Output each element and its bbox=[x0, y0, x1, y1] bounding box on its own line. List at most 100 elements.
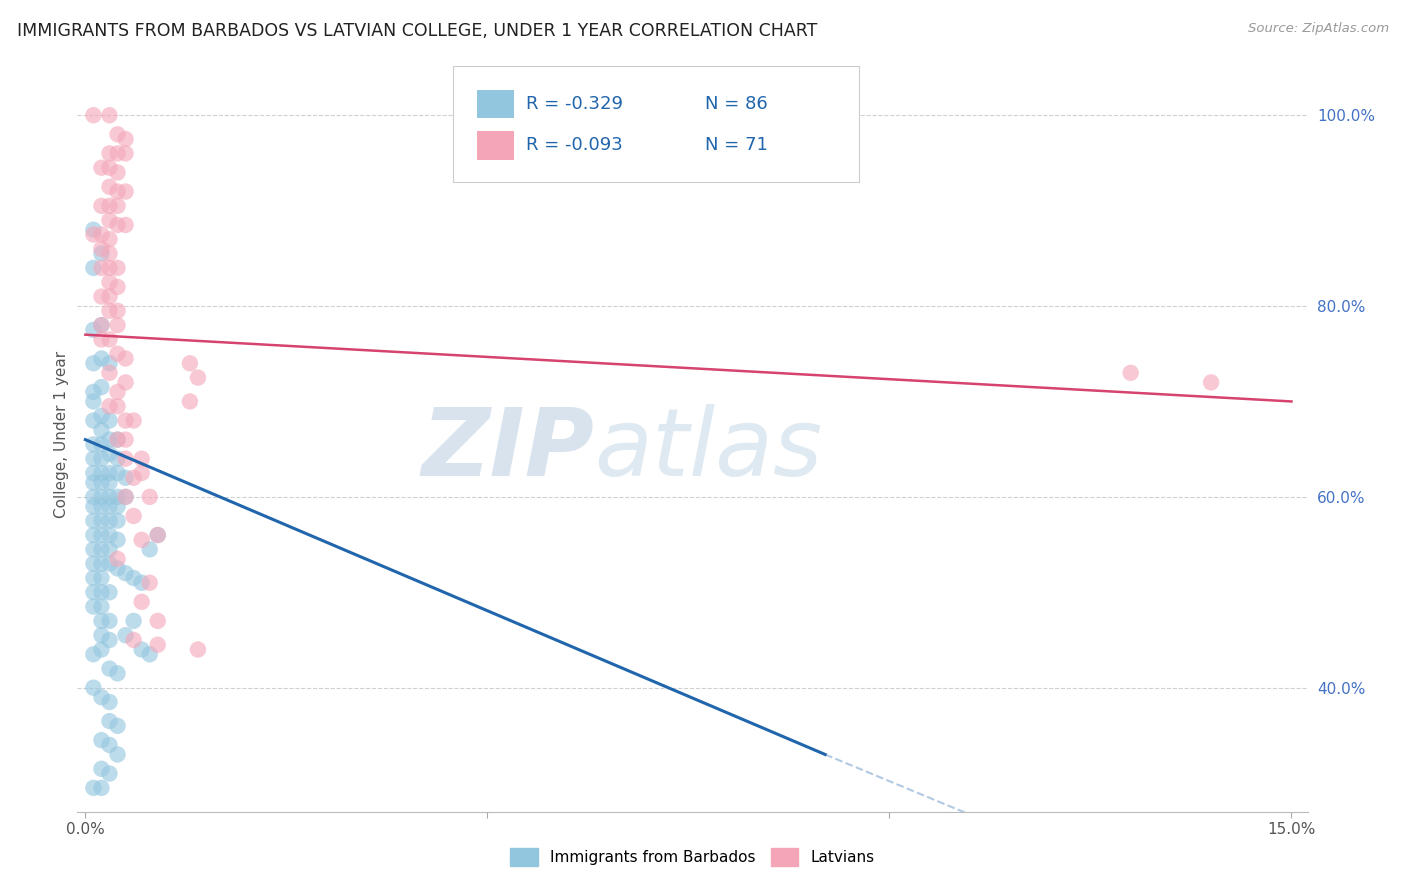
Point bbox=[90, 514, 112, 528]
Point bbox=[90, 260, 112, 275]
Text: IMMIGRANTS FROM BARBADOS VS LATVIAN COLLEGE, UNDER 1 YEAR CORRELATION CHART: IMMIGRANTS FROM BARBADOS VS LATVIAN COLL… bbox=[17, 22, 817, 40]
Point bbox=[107, 747, 129, 762]
Text: R = -0.329: R = -0.329 bbox=[526, 95, 623, 113]
Point bbox=[114, 351, 136, 366]
Point bbox=[122, 632, 145, 647]
Point bbox=[98, 146, 121, 161]
Point bbox=[82, 356, 104, 370]
Point bbox=[98, 232, 121, 246]
Point bbox=[90, 161, 112, 175]
FancyBboxPatch shape bbox=[453, 65, 859, 182]
Point bbox=[131, 451, 153, 466]
Point bbox=[90, 642, 112, 657]
Point bbox=[90, 423, 112, 437]
Point bbox=[131, 642, 153, 657]
Point bbox=[107, 399, 129, 413]
Point bbox=[138, 648, 160, 662]
Text: N = 71: N = 71 bbox=[704, 136, 768, 154]
Point bbox=[98, 179, 121, 194]
Point bbox=[82, 780, 104, 795]
Point bbox=[131, 595, 153, 609]
Point bbox=[82, 323, 104, 337]
Point bbox=[90, 351, 112, 366]
Point bbox=[90, 380, 112, 394]
Point bbox=[82, 394, 104, 409]
Point bbox=[98, 557, 121, 571]
Point bbox=[146, 638, 169, 652]
Point bbox=[98, 413, 121, 427]
Point bbox=[98, 500, 121, 514]
Point bbox=[107, 347, 129, 361]
Point bbox=[98, 514, 121, 528]
Point bbox=[82, 648, 104, 662]
Point bbox=[82, 542, 104, 557]
Point bbox=[98, 303, 121, 318]
Point bbox=[146, 528, 169, 542]
Point bbox=[107, 561, 129, 575]
Point bbox=[114, 146, 136, 161]
Point bbox=[98, 366, 121, 380]
Point bbox=[90, 571, 112, 585]
Point bbox=[82, 500, 104, 514]
Point bbox=[82, 260, 104, 275]
Point bbox=[90, 599, 112, 614]
Point bbox=[114, 433, 136, 447]
Point bbox=[138, 575, 160, 590]
Point bbox=[90, 585, 112, 599]
Point bbox=[82, 490, 104, 504]
Point bbox=[107, 433, 129, 447]
Point bbox=[107, 451, 129, 466]
Point bbox=[131, 575, 153, 590]
Point bbox=[90, 733, 112, 747]
Point bbox=[90, 451, 112, 466]
Point bbox=[114, 218, 136, 232]
Point bbox=[146, 614, 169, 628]
Point bbox=[187, 642, 209, 657]
Point bbox=[82, 599, 104, 614]
Point bbox=[98, 662, 121, 676]
Point bbox=[98, 447, 121, 461]
Point bbox=[114, 628, 136, 642]
Point bbox=[98, 475, 121, 490]
Point bbox=[122, 471, 145, 485]
FancyBboxPatch shape bbox=[477, 131, 515, 160]
Point bbox=[107, 303, 129, 318]
Point bbox=[90, 475, 112, 490]
Point bbox=[107, 280, 129, 294]
Point bbox=[82, 108, 104, 122]
Point bbox=[98, 585, 121, 599]
Point bbox=[90, 690, 112, 705]
Point bbox=[98, 766, 121, 780]
Point bbox=[82, 528, 104, 542]
Point bbox=[98, 289, 121, 303]
Point bbox=[107, 146, 129, 161]
Point bbox=[90, 333, 112, 347]
Point bbox=[98, 108, 121, 122]
Point bbox=[98, 161, 121, 175]
Point bbox=[114, 132, 136, 146]
Point bbox=[98, 632, 121, 647]
Point bbox=[114, 376, 136, 390]
Point bbox=[107, 384, 129, 399]
Text: ZIP: ZIP bbox=[422, 404, 595, 496]
Point bbox=[107, 500, 129, 514]
Point bbox=[179, 356, 201, 370]
Point bbox=[82, 437, 104, 451]
Point bbox=[107, 466, 129, 480]
Text: R = -0.093: R = -0.093 bbox=[526, 136, 623, 154]
Point bbox=[98, 466, 121, 480]
Point bbox=[122, 614, 145, 628]
Point bbox=[90, 242, 112, 256]
Point bbox=[98, 528, 121, 542]
Point bbox=[122, 508, 145, 523]
Point bbox=[107, 552, 129, 566]
Point bbox=[1119, 366, 1142, 380]
Point bbox=[114, 490, 136, 504]
Point bbox=[98, 399, 121, 413]
Point bbox=[114, 471, 136, 485]
Point bbox=[114, 490, 136, 504]
Point bbox=[138, 542, 160, 557]
Point bbox=[98, 275, 121, 289]
Point bbox=[107, 128, 129, 142]
Y-axis label: College, Under 1 year: College, Under 1 year bbox=[53, 351, 69, 518]
